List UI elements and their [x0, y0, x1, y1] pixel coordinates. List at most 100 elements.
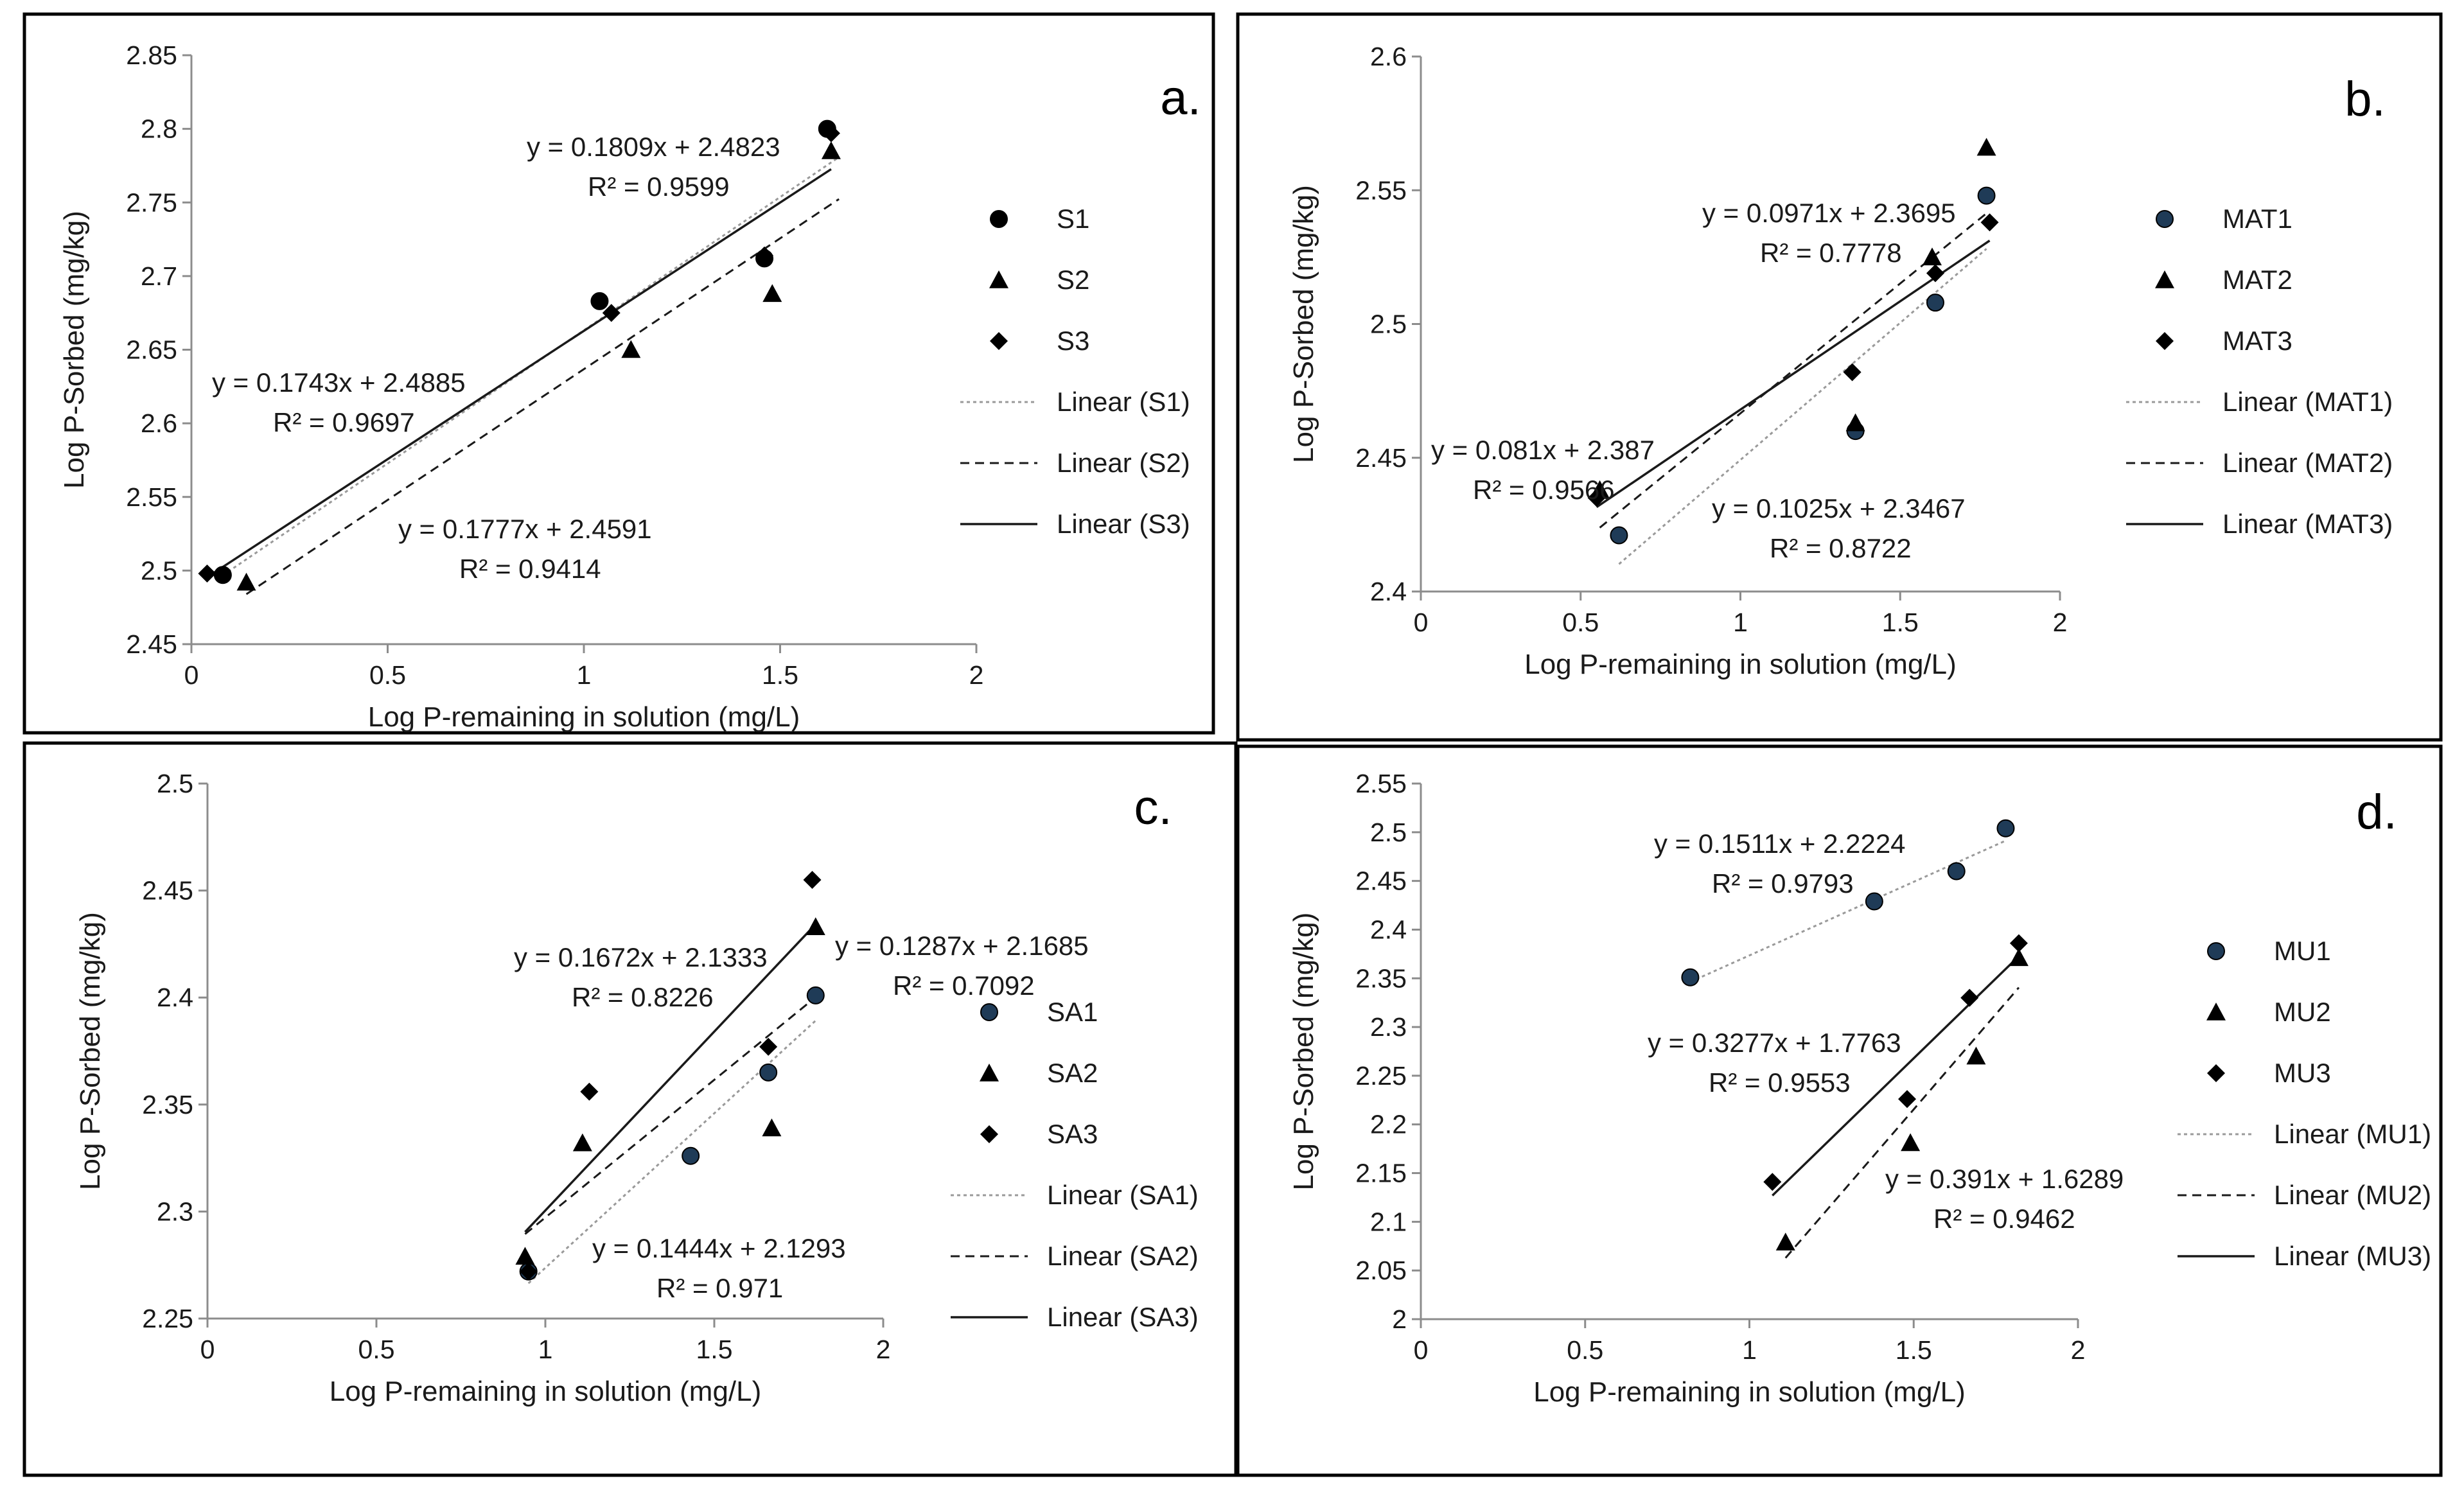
- legend-label: Linear (MU2): [2274, 1180, 2431, 1210]
- data-point: [236, 572, 256, 591]
- data-point: [1898, 1090, 1917, 1109]
- chart-panel-2: 2.4 2.45 2.5 2.55 2.6 0 0.5 1 1.5 2 Log P-remainin…: [1236, 12, 2443, 742]
- y-tick-label: 2.55: [126, 482, 177, 512]
- y-tick-label: 2.5: [157, 769, 193, 798]
- legend-marker: [980, 1064, 999, 1082]
- x-tick-label: 0.5: [369, 660, 406, 690]
- y-tick-label: 2.35: [142, 1090, 193, 1119]
- data-point: [1843, 363, 1861, 381]
- data-point: [572, 1133, 592, 1152]
- data-point: [755, 246, 774, 265]
- legend: MAT1 MAT2 MAT3 Linear (MAT1) Linear (MAT2) Li…: [2126, 204, 2393, 539]
- y-tick-label: 2.1: [1370, 1207, 1407, 1236]
- data-point: [1980, 213, 1999, 232]
- legend-label: Linear (MU1): [2274, 1119, 2431, 1149]
- chart-panel-3: 2.25 2.3 2.35 2.4 2.45 2.5 0 0.5 1 1.5 2 Log P-rema…: [22, 741, 1238, 1477]
- legend-label: MU2: [2274, 997, 2331, 1027]
- y-tick-label: 2.65: [126, 335, 177, 365]
- x-tick-label: 1.5: [1896, 1335, 1932, 1365]
- data-point: [519, 1262, 538, 1281]
- x-tick-label: 1.5: [1882, 608, 1919, 637]
- data-point: [821, 141, 841, 159]
- legend-marker: [2156, 332, 2174, 350]
- y-tick-label: 2.3: [1370, 1012, 1407, 1042]
- legend-label: S3: [1057, 326, 1089, 356]
- r-squared-label: R² = 0.9697: [273, 407, 415, 437]
- data-point: [590, 292, 609, 310]
- data-point: [822, 124, 840, 143]
- trendline-equation: y = 0.081x + 2.387: [1431, 435, 1655, 465]
- r-squared-label: R² = 0.9599: [588, 171, 730, 202]
- chart-panel-1: 2.45 2.5 2.55 2.6 2.65 2.7 2.75 2.8 2.85 0 0.5 1 1.5…: [22, 12, 1215, 735]
- y-tick-label: 2.85: [126, 40, 177, 70]
- legend-label: Linear (SA2): [1047, 1241, 1199, 1271]
- r-squared-label: R² = 0.9566: [1473, 475, 1615, 505]
- data-point: [1966, 1046, 1986, 1065]
- legend-marker: [990, 210, 1008, 228]
- trendline: [524, 996, 816, 1235]
- r-squared-label: R² = 0.7778: [1760, 238, 1902, 268]
- y-tick-label: 2.2: [1370, 1110, 1407, 1139]
- legend-label: Linear (MAT3): [2222, 509, 2393, 539]
- x-tick-label: 2: [2071, 1335, 2086, 1365]
- legend-label: MAT1: [2222, 204, 2292, 234]
- panel-border: [1236, 744, 2443, 1477]
- trendline-equation: y = 0.0971x + 2.3695: [1702, 198, 1956, 228]
- legend-marker: [990, 332, 1008, 350]
- y-tick-label: 2: [1392, 1304, 1407, 1334]
- y-axis-title: Log P-Sorbed (mg/kg): [1288, 185, 1319, 463]
- r-squared-label: R² = 0.971: [656, 1273, 783, 1303]
- data-point: [1610, 526, 1628, 545]
- trendline-equation: y = 0.3277x + 1.7763: [1648, 1028, 1901, 1058]
- y-axis-title: Log P-Sorbed (mg/kg): [75, 912, 106, 1190]
- trendline-equation: y = 0.1809x + 2.4823: [527, 132, 780, 162]
- legend-label: SA1: [1047, 997, 1098, 1027]
- x-tick-label: 0.5: [358, 1335, 395, 1364]
- legend-label: MU1: [2274, 936, 2331, 966]
- y-tick-label: 2.45: [142, 876, 193, 906]
- trendline-equation: y = 0.1672x + 2.1333: [514, 942, 768, 972]
- data-point: [1901, 1133, 1921, 1152]
- legend-label: Linear (MAT2): [2222, 448, 2393, 478]
- x-axis-title: Log P-remaining in solution (mg/L): [1524, 649, 1957, 680]
- y-tick-label: 2.7: [141, 261, 177, 291]
- data-point: [1681, 968, 1700, 986]
- x-axis-title: Log P-remaining in solution (mg/L): [330, 1376, 762, 1407]
- trendline: [206, 168, 832, 579]
- y-tick-label: 2.4: [1370, 577, 1407, 606]
- y-tick-label: 2.8: [141, 114, 177, 144]
- legend-label: Linear (S1): [1057, 387, 1190, 417]
- data-point: [1587, 489, 1606, 507]
- x-axis-title: Log P-remaining in solution (mg/L): [1533, 1376, 1966, 1408]
- y-tick-label: 2.25: [142, 1304, 193, 1333]
- x-tick-label: 0.5: [1567, 1335, 1603, 1365]
- y-tick-label: 2.45: [1355, 866, 1407, 896]
- data-point: [515, 1247, 535, 1265]
- data-point: [1923, 247, 1942, 266]
- legend-label: MU3: [2274, 1058, 2331, 1088]
- data-point: [2009, 934, 2028, 952]
- r-squared-label: R² = 0.8722: [1770, 533, 1912, 563]
- legend: S1 S2 S3 Linear (S1) Linear (S2) Linear (S3): [960, 204, 1190, 539]
- x-tick-label: 2: [969, 660, 984, 690]
- data-point: [213, 566, 232, 584]
- y-tick-label: 2.5: [1370, 818, 1407, 847]
- trendline: [1596, 240, 1991, 509]
- data-point: [1960, 988, 1979, 1007]
- y-tick-label: 2.25: [1355, 1061, 1407, 1091]
- trendline-equation: y = 0.1743x + 2.4885: [212, 367, 466, 398]
- data-point: [762, 284, 782, 302]
- r-squared-label: R² = 0.8226: [572, 982, 714, 1012]
- data-point: [1976, 137, 1996, 156]
- data-point: [806, 986, 825, 1004]
- trendline: [1599, 213, 1987, 529]
- y-tick-label: 2.05: [1355, 1256, 1407, 1285]
- trendline-equation: y = 0.1025x + 2.3467: [1712, 493, 1966, 523]
- y-tick-label: 2.4: [1370, 915, 1407, 944]
- legend-marker: [989, 270, 1008, 288]
- data-point: [1926, 264, 1944, 283]
- x-tick-label: 2: [2053, 608, 2068, 637]
- trendline: [222, 156, 840, 577]
- x-tick-label: 1: [1742, 1335, 1757, 1365]
